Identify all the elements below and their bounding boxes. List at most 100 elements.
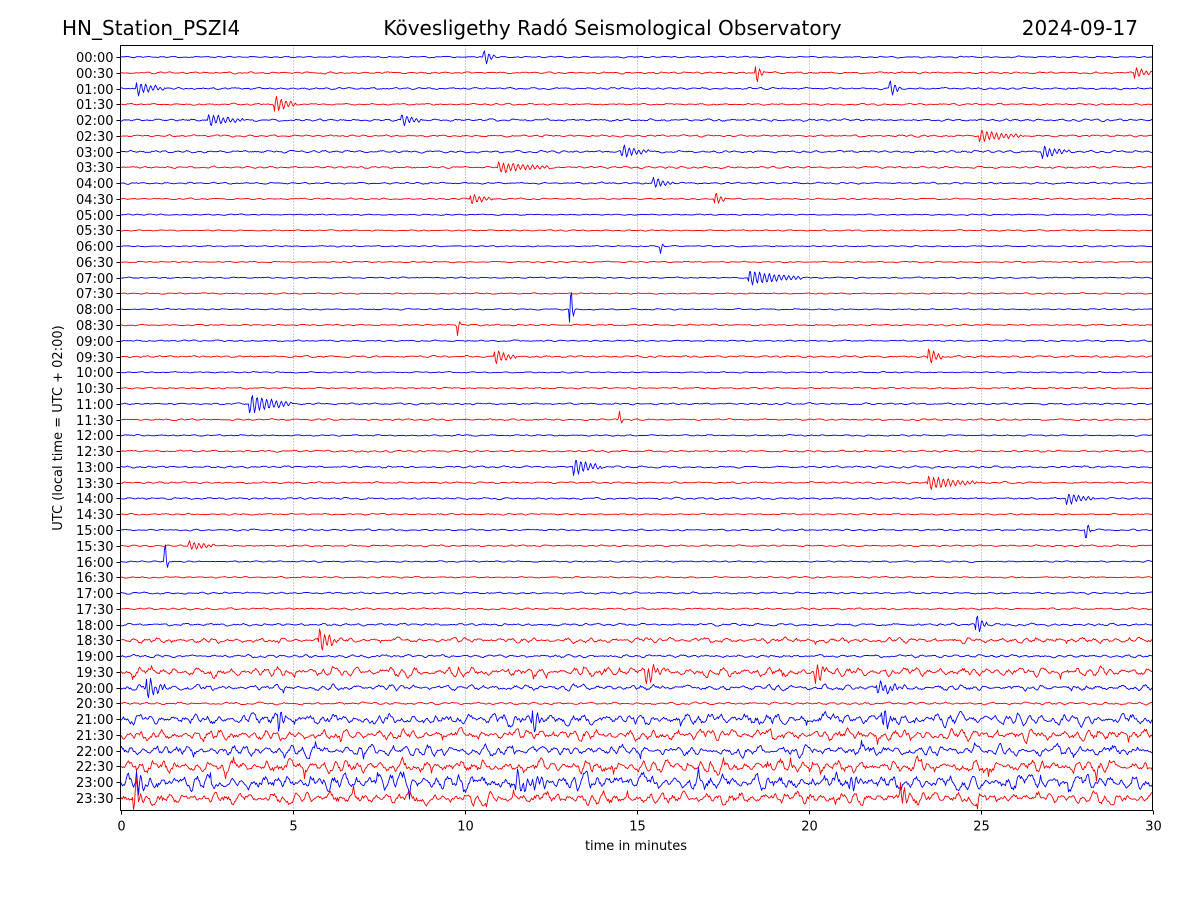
trace-1830: [120, 628, 1153, 651]
y-tick-label: 12:30: [76, 445, 113, 460]
x-tick-label: 30: [1145, 820, 1162, 835]
trace-1330: [120, 475, 1153, 490]
grid-lines: [293, 45, 982, 811]
trace-1800: [120, 615, 1153, 633]
trace-0400: [120, 176, 1153, 188]
trace-0330: [120, 161, 1153, 173]
y-tick-label: 20:00: [76, 682, 113, 697]
y-tick-label: 07:30: [76, 287, 113, 302]
y-tick-label: 04:00: [76, 177, 113, 192]
y-tick-label: 00:30: [76, 67, 113, 82]
trace-0130: [120, 95, 1153, 112]
trace-1630: [120, 575, 1153, 579]
trace-0200: [120, 114, 1153, 127]
y-tick-label: 18:30: [76, 634, 113, 649]
y-tick-label: 00:00: [76, 51, 113, 66]
x-tick-label: 25: [973, 820, 990, 835]
x-tick-label: 15: [629, 820, 646, 835]
trace-1130: [120, 410, 1153, 424]
trace-0600: [120, 243, 1153, 254]
x-tick-label: 10: [457, 820, 474, 835]
y-tick-label: 17:30: [76, 603, 113, 618]
y-tick-label: 12:00: [76, 429, 113, 444]
trace-0700: [120, 271, 1153, 286]
trace-0830: [120, 321, 1153, 337]
trace-0030: [120, 66, 1153, 83]
trace-2200: [120, 739, 1153, 760]
y-tick-label: 04:30: [76, 193, 113, 208]
y-tick-label: 14:00: [76, 492, 113, 507]
y-tick-label: 20:30: [76, 697, 113, 712]
y-tick-label: 13:30: [76, 477, 113, 492]
trace-1230: [120, 449, 1153, 453]
y-tick-label: 07:00: [76, 272, 113, 287]
y-tick-label: 09:30: [76, 351, 113, 366]
trace-0530: [120, 229, 1153, 232]
trace-2130: [120, 726, 1153, 745]
x-axis-ticks: 0 5 10 15 20 25 30: [117, 810, 1162, 835]
y-tick-label: 02:30: [76, 130, 113, 145]
station-name: HN_Station_PSZI4: [62, 16, 241, 40]
trace-0630: [120, 260, 1153, 264]
trace-0230: [120, 130, 1153, 143]
y-tick-label: 11:00: [76, 398, 113, 413]
trace-1200: [120, 433, 1153, 437]
y-axis-ticks: 00:0000:3001:0001:3002:0002:3003:0003:30…: [76, 51, 121, 807]
y-tick-label: 03:00: [76, 146, 113, 161]
trace-0730: [120, 292, 1153, 295]
y-tick-label: 23:00: [76, 776, 113, 791]
trace-2100: [120, 710, 1153, 733]
trace-1930: [120, 663, 1153, 685]
trace-1530: [120, 540, 1153, 550]
y-tick-label: 21:00: [76, 713, 113, 728]
y-tick-label: 19:00: [76, 650, 113, 665]
y-tick-label: 02:00: [76, 114, 113, 129]
y-tick-label: 06:30: [76, 256, 113, 271]
chart-title: Kövesligethy Radó Seismological Observat…: [383, 16, 842, 40]
trace-0800: [120, 292, 1153, 323]
y-tick-label: 01:00: [76, 83, 113, 98]
y-tick-label: 15:00: [76, 524, 113, 539]
trace-0430: [120, 192, 1153, 204]
trace-1900: [120, 653, 1153, 659]
y-tick-label: 06:00: [76, 240, 113, 255]
y-tick-label: 14:30: [76, 508, 113, 523]
trace-1000: [120, 371, 1153, 374]
y-tick-label: 03:30: [76, 161, 113, 176]
y-tick-label: 08:00: [76, 303, 113, 318]
plot-frame: [120, 45, 1153, 811]
x-tick-label: 5: [289, 820, 297, 835]
trace-1300: [120, 460, 1153, 476]
trace-0500: [120, 213, 1153, 216]
trace-0900: [120, 339, 1153, 343]
trace-0930: [120, 348, 1153, 364]
y-tick-label: 15:30: [76, 540, 113, 555]
x-tick-label: 0: [117, 820, 125, 835]
y-axis-label: UTC (local time = UTC + 02:00): [51, 325, 66, 530]
chart-date: 2024-09-17: [1021, 16, 1138, 40]
trace-0300: [120, 144, 1153, 160]
trace-1430: [120, 512, 1153, 516]
y-tick-label: 21:30: [76, 729, 113, 744]
trace-1600: [120, 544, 1153, 568]
trace-1400: [120, 494, 1153, 505]
y-tick-label: 16:00: [76, 556, 113, 571]
trace-2230: [120, 755, 1153, 782]
trace-1500: [120, 524, 1153, 539]
y-tick-label: 09:00: [76, 335, 113, 350]
y-tick-label: 13:00: [76, 461, 113, 476]
y-tick-label: 16:30: [76, 571, 113, 586]
x-axis-label: time in minutes: [585, 839, 687, 854]
y-tick-label: 08:30: [76, 319, 113, 334]
y-tick-label: 22:30: [76, 760, 113, 775]
y-tick-label: 01:30: [76, 98, 113, 113]
y-tick-label: 05:30: [76, 224, 113, 239]
y-tick-label: 10:00: [76, 366, 113, 381]
trace-2330: [120, 778, 1153, 810]
y-tick-label: 05:00: [76, 209, 113, 224]
x-tick-label: 20: [801, 820, 818, 835]
trace-1730: [120, 607, 1153, 611]
y-tick-label: 17:00: [76, 587, 113, 602]
y-tick-label: 23:30: [76, 792, 113, 807]
